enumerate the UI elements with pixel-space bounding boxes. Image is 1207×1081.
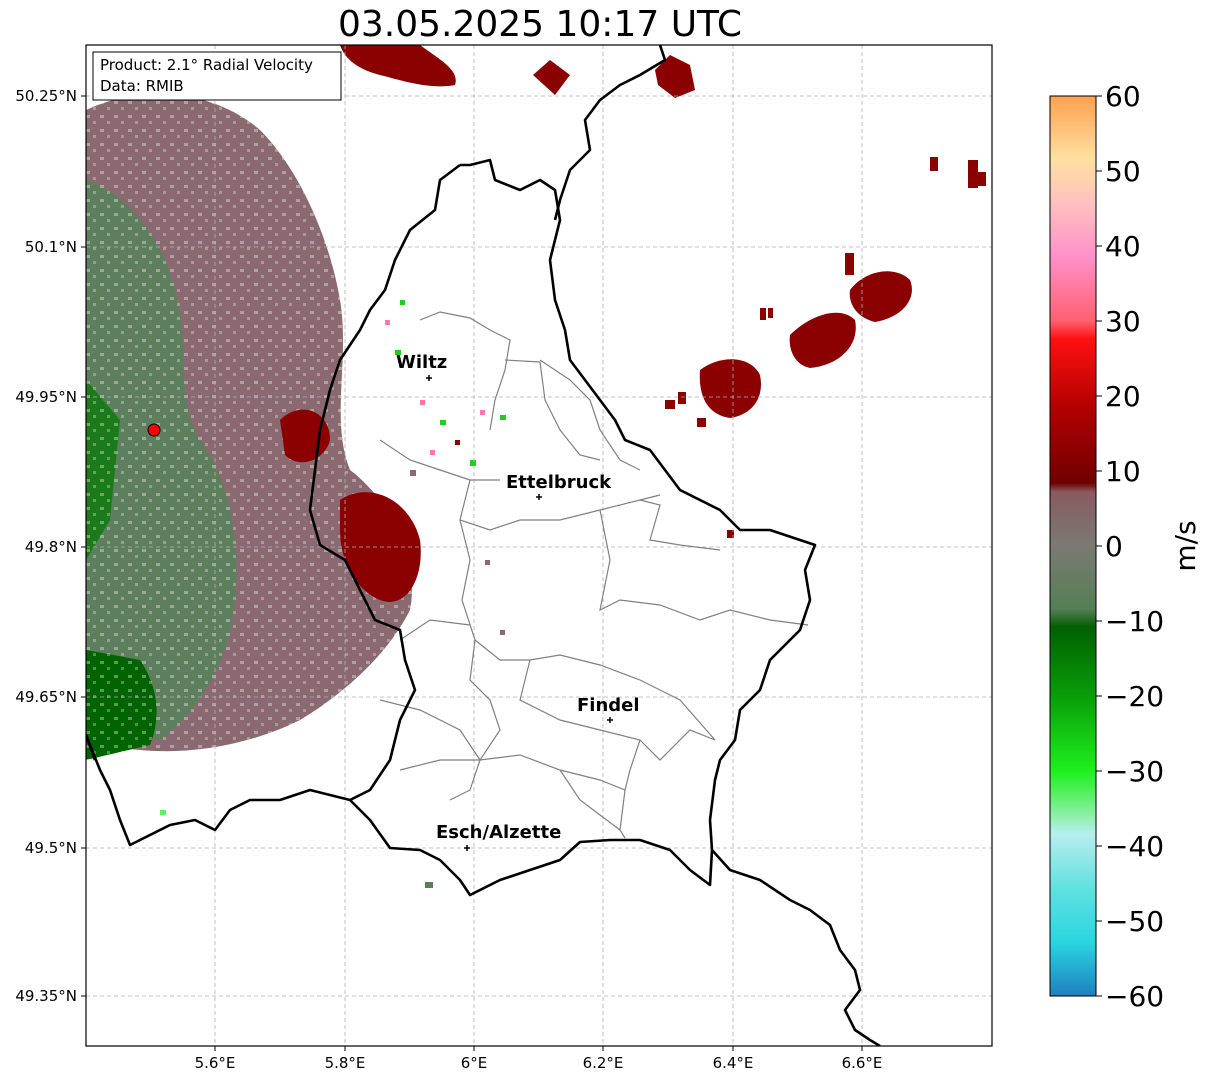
storm-cell-pixel bbox=[768, 308, 773, 318]
x-tick-label: 5.8°E bbox=[325, 1054, 366, 1072]
colorbar-tick: 0 bbox=[1105, 530, 1123, 563]
marker-findel bbox=[607, 717, 613, 723]
place-label-ettelbruck: Ettelbruck bbox=[506, 472, 612, 493]
storm-cell-pixel bbox=[678, 392, 686, 404]
y-tick-label: 49.35°N bbox=[15, 987, 77, 1005]
colorbar: 60 50 40 30 20 10 0 −10 −20 −30 −40 −50 … bbox=[1049, 80, 1202, 1013]
y-tick-label: 49.95°N bbox=[15, 388, 77, 406]
northern-echo bbox=[533, 60, 570, 95]
colorbar-tick: 40 bbox=[1105, 230, 1141, 263]
northern-echo bbox=[340, 45, 456, 87]
marker-esch bbox=[464, 845, 470, 851]
storm-cell-pixel bbox=[697, 418, 706, 427]
colorbar-tick: −20 bbox=[1105, 680, 1164, 713]
national-borders bbox=[86, 45, 881, 1046]
colorbar-tick: 50 bbox=[1105, 155, 1141, 188]
x-tick-label: 6.4°E bbox=[713, 1054, 754, 1072]
colorbar-tick: 60 bbox=[1105, 80, 1141, 113]
storm-cell-pixel bbox=[760, 308, 766, 320]
info-product: Product: 2.1° Radial Velocity bbox=[100, 56, 313, 74]
colorbar-tick: −30 bbox=[1105, 755, 1164, 788]
y-tick-label: 50.1°N bbox=[25, 238, 77, 256]
colorbar-tick: −40 bbox=[1105, 830, 1164, 863]
map-gridlines bbox=[86, 45, 992, 1046]
y-axis-ticks: 50.25°N 50.1°N 49.95°N 49.8°N 49.65°N 49… bbox=[15, 87, 86, 1005]
x-tick-label: 5.6°E bbox=[195, 1054, 236, 1072]
y-tick-label: 49.8°N bbox=[25, 538, 77, 556]
radar-site-marker bbox=[147, 423, 161, 437]
radar-echoes bbox=[86, 45, 992, 1046]
y-tick-label: 49.5°N bbox=[25, 839, 77, 857]
info-box: Product: 2.1° Radial Velocity Data: RMIB bbox=[92, 51, 342, 101]
echo-speckle bbox=[86, 45, 992, 1046]
storm-cell-pixel bbox=[665, 400, 675, 409]
map-title: 03.05.2025 10:17 UTC bbox=[337, 4, 743, 45]
y-tick-label: 49.65°N bbox=[15, 688, 77, 706]
x-tick-label: 6°E bbox=[461, 1054, 488, 1072]
storm-cell bbox=[789, 312, 856, 368]
y-tick-label: 50.25°N bbox=[15, 87, 77, 105]
x-tick-label: 6.2°E bbox=[583, 1054, 624, 1072]
info-data-source: Data: RMIB bbox=[100, 77, 184, 95]
colorbar-tick: −50 bbox=[1105, 905, 1164, 938]
colorbar-tick: −60 bbox=[1105, 980, 1164, 1013]
x-tick-label: 6.6°E bbox=[842, 1054, 883, 1072]
map-frame bbox=[85, 44, 993, 1047]
colorbar-tick: −10 bbox=[1105, 605, 1164, 638]
place-label-wiltz: Wiltz bbox=[396, 352, 447, 373]
storm-cell bbox=[849, 271, 912, 322]
colorbar-tick: 20 bbox=[1105, 380, 1141, 413]
colorbar-tick: 10 bbox=[1105, 455, 1141, 488]
x-axis-ticks: 5.6°E 5.8°E 6°E 6.2°E 6.4°E 6.6°E bbox=[195, 1046, 883, 1072]
canton-boundaries bbox=[379, 311, 809, 839]
place-label-findel: Findel bbox=[577, 695, 640, 716]
place-label-esch: Esch/Alzette bbox=[436, 822, 561, 843]
storm-cell-pixel bbox=[968, 160, 978, 188]
colorbar-tick: 30 bbox=[1105, 305, 1141, 338]
colorbar-label: m/s bbox=[1169, 520, 1202, 571]
storm-cell-pixel bbox=[930, 157, 938, 171]
marker-ettelbruck bbox=[536, 494, 542, 500]
storm-cell-pixel bbox=[845, 253, 854, 275]
place-markers bbox=[426, 375, 613, 851]
storm-cell-pixel bbox=[976, 172, 986, 186]
marker-wiltz bbox=[426, 375, 432, 381]
storm-cell bbox=[699, 359, 761, 418]
northern-echo bbox=[655, 55, 695, 98]
scattered-echo-pixels bbox=[160, 300, 734, 888]
